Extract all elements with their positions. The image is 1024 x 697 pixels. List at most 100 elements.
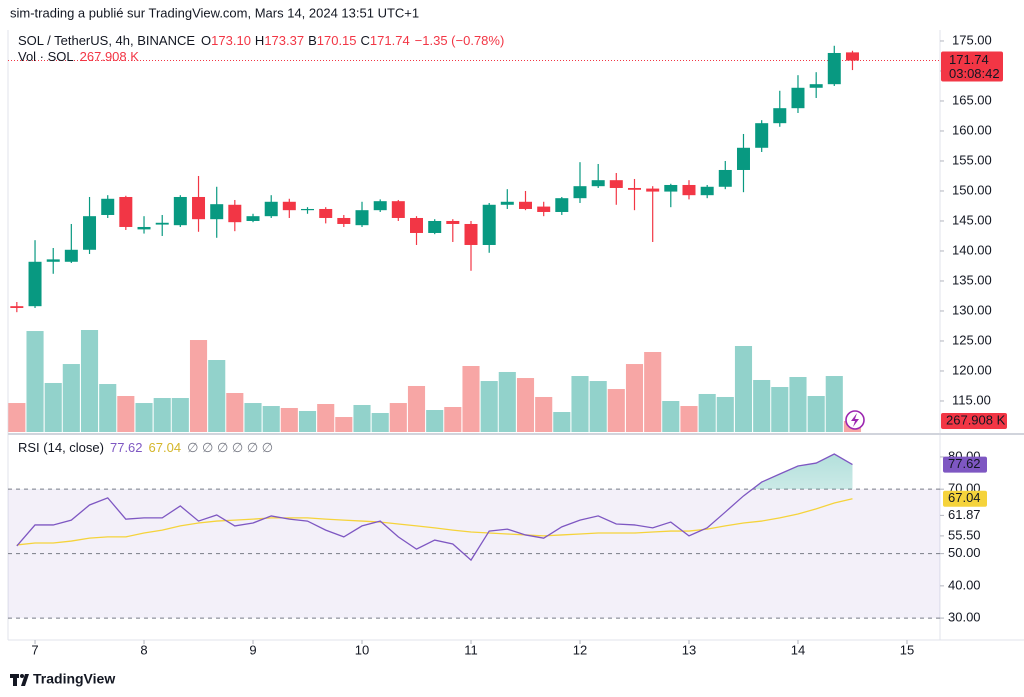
volume-bar bbox=[516, 378, 535, 432]
x-tick-label: 12 bbox=[573, 642, 587, 657]
volume-bar bbox=[607, 389, 625, 432]
x-tick-label: 11 bbox=[464, 642, 478, 657]
back-layer: 175.00170.00165.00160.00155.00150.00145.… bbox=[8, 32, 992, 657]
volume-bar bbox=[371, 412, 389, 432]
volume-label-box bbox=[941, 413, 1007, 430]
candle-body bbox=[301, 208, 315, 211]
volume-bar bbox=[680, 406, 698, 432]
candle-body bbox=[155, 222, 169, 225]
candle-body bbox=[391, 201, 405, 218]
rsi-line bbox=[16, 453, 853, 562]
candle-body bbox=[682, 184, 696, 196]
legend-text: 170.15 bbox=[317, 33, 357, 48]
legend-text: RSI (14, close) bbox=[18, 440, 104, 455]
volume-bar bbox=[644, 352, 662, 432]
legend-text: 173.37 bbox=[264, 33, 304, 48]
volume-bar bbox=[353, 404, 371, 432]
candle-body bbox=[282, 201, 296, 211]
candle-body bbox=[664, 184, 678, 192]
y-tick-label: 125.00 bbox=[952, 332, 992, 347]
legend-text: C bbox=[361, 33, 370, 48]
volume-bar bbox=[208, 360, 226, 432]
volume-bar bbox=[99, 384, 117, 432]
y-tick-label: 160.00 bbox=[952, 122, 992, 137]
volume-bar bbox=[389, 403, 407, 432]
candle-body bbox=[518, 201, 532, 209]
brand-logo[interactable] bbox=[10, 674, 29, 686]
volume-bar bbox=[8, 403, 26, 432]
candle-body bbox=[119, 196, 133, 227]
candle-body bbox=[646, 188, 660, 192]
volume-bar bbox=[753, 379, 771, 432]
legend-text: −1.35 (−0.78%) bbox=[415, 33, 505, 48]
value-box-label: 67.04 bbox=[948, 490, 981, 505]
candle-body bbox=[28, 261, 42, 307]
legend-text: O bbox=[201, 33, 211, 48]
y-tick-label: 165.00 bbox=[952, 92, 992, 107]
legend-text: ∅ ∅ ∅ ∅ ∅ ∅ bbox=[187, 440, 273, 455]
volume-bar bbox=[298, 410, 317, 432]
alert-icon[interactable] bbox=[845, 410, 865, 430]
volume-bar bbox=[553, 412, 571, 432]
volume-bar bbox=[734, 346, 753, 432]
y-tick-label: 145.00 bbox=[952, 212, 992, 227]
candle-body bbox=[210, 204, 224, 220]
countdown-label: 03:08:42 bbox=[949, 66, 1000, 81]
volume-bar bbox=[535, 396, 553, 432]
last-price-label: 171.74 bbox=[949, 52, 989, 67]
volume-bar bbox=[444, 407, 462, 432]
volume-bar bbox=[26, 331, 44, 432]
x-tick-label: 14 bbox=[791, 642, 805, 657]
volume-bar bbox=[462, 365, 480, 432]
candle-body bbox=[228, 204, 242, 223]
candle-body bbox=[83, 216, 97, 250]
candle-body bbox=[337, 217, 351, 224]
x-tick-label: 13 bbox=[682, 642, 696, 657]
x-tick-label: 7 bbox=[31, 642, 38, 657]
y-tick-label: 175.00 bbox=[952, 32, 992, 47]
volume-bar bbox=[44, 382, 62, 432]
legend-text: SOL / TetherUS, 4h, BINANCE bbox=[18, 33, 195, 48]
volume-bar bbox=[662, 401, 680, 432]
volume-bar bbox=[807, 396, 825, 432]
volume-bar bbox=[117, 396, 135, 432]
candle-body bbox=[791, 87, 805, 109]
candle-body bbox=[192, 196, 206, 220]
candle-body bbox=[809, 84, 823, 88]
candle-body bbox=[137, 226, 151, 230]
candle-body bbox=[736, 147, 750, 170]
y-tick-label: 150.00 bbox=[952, 182, 992, 197]
candle-body bbox=[319, 208, 333, 218]
candle-body bbox=[773, 108, 787, 124]
candle-body bbox=[101, 198, 115, 215]
volume-bar bbox=[62, 364, 80, 432]
candle-body bbox=[410, 217, 424, 233]
y-tick-label: 140.00 bbox=[952, 242, 992, 257]
y-tick-label: 50.00 bbox=[948, 545, 981, 560]
volume-bar bbox=[498, 371, 516, 432]
volume-bar bbox=[407, 385, 426, 432]
rsi-line bbox=[16, 498, 853, 546]
brand-name[interactable]: TradingView bbox=[33, 671, 115, 687]
volume-bar bbox=[571, 376, 589, 432]
candle-body bbox=[464, 223, 478, 245]
legend-text: 173.10 bbox=[211, 33, 251, 48]
volume-bar bbox=[698, 393, 716, 432]
legend-text: B bbox=[308, 33, 317, 48]
candle-body bbox=[10, 306, 24, 308]
legend-text: Vol · SOL bbox=[18, 49, 74, 64]
volume-bar bbox=[625, 364, 644, 432]
y-tick-label: 30.00 bbox=[948, 610, 981, 625]
candle-body bbox=[173, 196, 187, 226]
legend-text: 67.04 bbox=[149, 440, 182, 455]
legend-text: 77.62 bbox=[110, 440, 143, 455]
price-legend: SOL / TetherUS, 4h, BINANCE O173.10 H173.3… bbox=[18, 33, 504, 48]
candle-body bbox=[627, 187, 641, 190]
value-box bbox=[943, 490, 987, 507]
candle-body bbox=[373, 201, 387, 211]
candle-body bbox=[482, 204, 496, 245]
volume-bar bbox=[262, 406, 280, 432]
